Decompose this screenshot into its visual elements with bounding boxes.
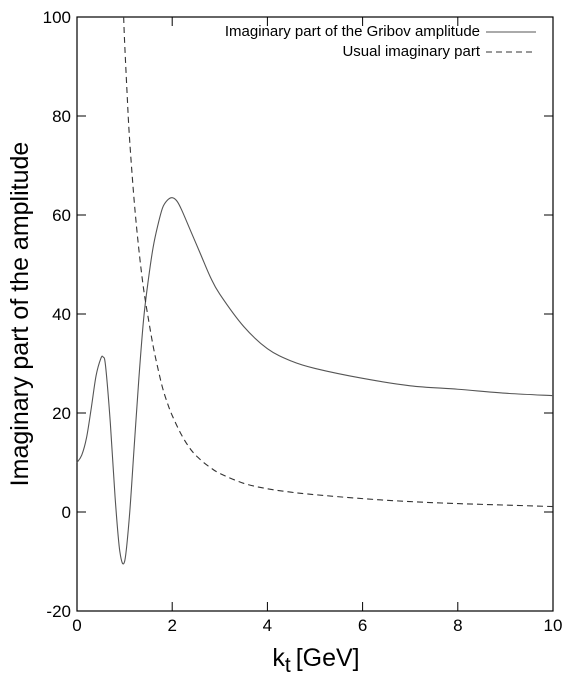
y-tick-label: 60 (52, 206, 71, 225)
y-tick-label: 100 (43, 8, 71, 27)
x-tick-label: 8 (453, 616, 462, 635)
x-tick-label: 10 (544, 616, 563, 635)
y-tick-label: 20 (52, 404, 71, 423)
axis-ticks (76, 16, 554, 612)
x-tick-label: 4 (263, 616, 272, 635)
legend: Imaginary part of the Gribov amplitude U… (225, 23, 536, 60)
x-axis-title: kt [GeV] (272, 644, 359, 673)
x-tick-label: 2 (167, 616, 176, 635)
x-tick-label: 0 (72, 616, 81, 635)
x-axis-title-unit: [GeV] (296, 644, 360, 672)
y-tick-label: 40 (52, 305, 71, 324)
series-line-1 (123, 16, 554, 508)
y-tick-label: 0 (62, 503, 71, 522)
x-tick-label: 6 (358, 616, 367, 635)
y-axis-title: Imaginary part of the amplitude (6, 142, 34, 487)
x-axis-title-subscript: t (285, 654, 291, 673)
y-tick-label: 80 (52, 107, 71, 126)
x-axis-title-main: k (272, 644, 285, 672)
legend-label-series-1: Usual imaginary part (342, 43, 480, 60)
legend-label-series-0: Imaginary part of the Gribov amplitude (225, 23, 480, 40)
series-lines (76, 16, 554, 565)
y-tick-label: -20 (46, 602, 71, 621)
plot-frame (76, 16, 554, 612)
series-line-0 (76, 197, 554, 565)
